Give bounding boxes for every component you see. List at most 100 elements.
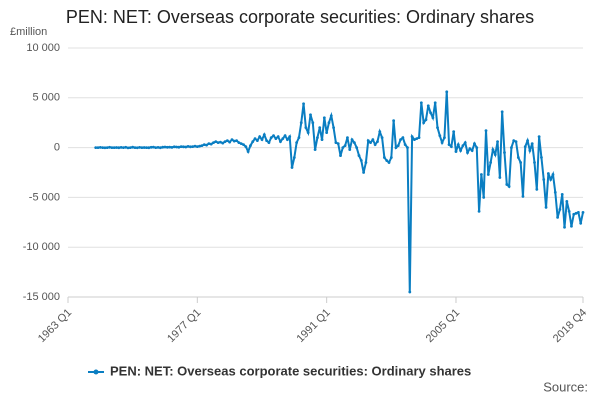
point (269, 136, 273, 140)
point (514, 140, 518, 144)
y-tick-label: -15 000 (23, 291, 60, 303)
point (419, 101, 423, 105)
point (413, 138, 416, 142)
point (443, 136, 446, 140)
point (297, 136, 301, 140)
point (535, 188, 539, 191)
point (463, 141, 467, 145)
point (230, 138, 234, 142)
point (279, 140, 282, 144)
point (516, 156, 520, 159)
point (447, 143, 451, 147)
point (505, 183, 509, 186)
point (290, 166, 294, 169)
point (401, 136, 405, 140)
point (267, 141, 271, 145)
point (186, 145, 190, 148)
point (540, 156, 543, 159)
point (198, 144, 202, 148)
y-tick-label: 5 000 (32, 92, 60, 104)
point (396, 144, 400, 148)
point (165, 145, 169, 149)
point (507, 185, 511, 188)
point (563, 225, 566, 229)
point (422, 121, 426, 125)
point (343, 144, 347, 148)
point (486, 173, 490, 176)
point (115, 146, 118, 149)
point (544, 205, 548, 209)
point (101, 146, 105, 150)
point (346, 136, 349, 140)
point (163, 145, 167, 149)
y-tick-label: -5 000 (29, 191, 60, 203)
point (339, 154, 342, 157)
point (179, 145, 183, 149)
point (122, 146, 125, 150)
point (526, 139, 529, 143)
point (195, 145, 199, 149)
series-line (95, 91, 584, 293)
point (200, 144, 204, 148)
point (533, 161, 536, 164)
point (299, 121, 303, 125)
point (249, 144, 252, 148)
point (244, 145, 248, 149)
point (221, 141, 225, 145)
point (223, 140, 227, 144)
point (567, 209, 571, 213)
point (551, 173, 555, 176)
x-tick-label: 2005 Q1 (424, 307, 462, 345)
point (417, 136, 421, 140)
point (496, 140, 499, 144)
y-tick-label: -10 000 (23, 241, 60, 253)
point (110, 146, 114, 150)
point (558, 207, 562, 211)
point (281, 137, 285, 141)
point (572, 212, 576, 216)
point (193, 144, 197, 148)
point (519, 161, 523, 164)
point (320, 138, 324, 142)
point (459, 149, 463, 152)
point (232, 139, 236, 143)
point (135, 146, 139, 150)
point (382, 156, 386, 159)
point (138, 146, 141, 149)
point (260, 138, 264, 142)
point (542, 178, 546, 181)
point (530, 142, 534, 146)
point (479, 173, 483, 176)
point (156, 146, 160, 149)
point (128, 146, 132, 150)
point (436, 126, 439, 130)
point (184, 145, 188, 149)
point (376, 140, 379, 144)
point (406, 146, 409, 150)
point (523, 145, 527, 149)
point (352, 141, 356, 145)
point (371, 138, 375, 142)
point (387, 161, 391, 164)
point (570, 224, 573, 228)
point (493, 153, 497, 156)
point (565, 199, 569, 203)
point (288, 135, 292, 139)
point (142, 146, 146, 149)
point (124, 145, 128, 149)
point (334, 141, 338, 145)
point (484, 129, 488, 133)
point (369, 141, 372, 145)
point (253, 137, 257, 141)
point (205, 143, 208, 147)
point (172, 145, 176, 149)
point (228, 140, 232, 144)
point (235, 139, 238, 143)
point (276, 135, 280, 139)
point (295, 141, 299, 145)
point (168, 145, 172, 149)
point (350, 138, 354, 142)
point (216, 141, 220, 145)
point (133, 146, 137, 150)
